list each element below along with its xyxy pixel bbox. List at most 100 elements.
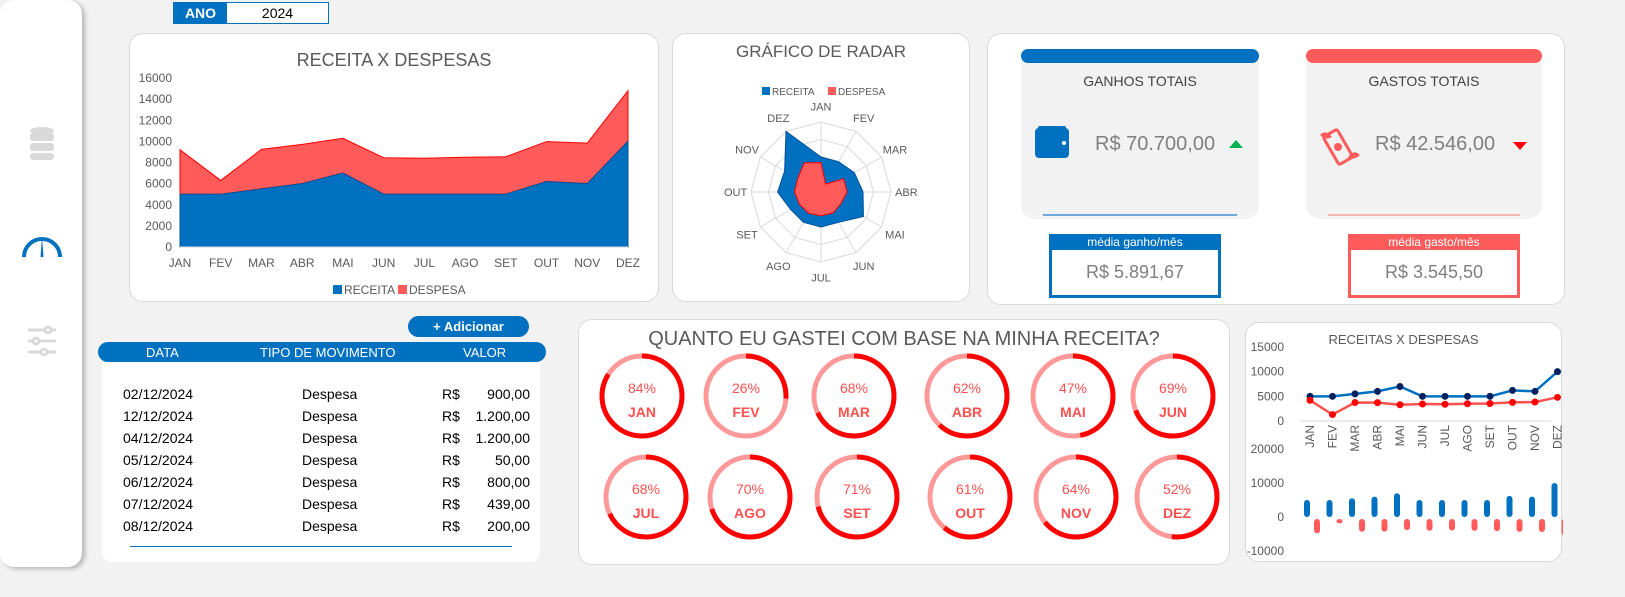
line-point	[1374, 387, 1381, 395]
table-row[interactable]: 04/12/2024 Despesa R$ 1.200,00	[102, 430, 540, 452]
radar-axis-label: MAR	[883, 144, 908, 156]
bar-despesa	[1426, 519, 1433, 531]
x-tick-label: AGO	[1461, 425, 1475, 452]
x-tick-label: NOV	[574, 256, 600, 270]
table-row[interactable]: 05/12/2024 Despesa R$ 50,00	[102, 452, 540, 474]
gauge-month: SET	[843, 505, 871, 521]
line-point	[1329, 392, 1336, 400]
bar-receita	[1304, 500, 1310, 517]
x-tick-label: MAI	[1393, 425, 1407, 446]
wallet-icon	[1035, 126, 1069, 163]
row-date: 07/12/2024	[123, 496, 194, 512]
gauge-month: AGO	[734, 505, 766, 521]
x-tick-label: ABR	[290, 256, 315, 270]
line-point	[1509, 398, 1516, 406]
gauge-progress	[927, 454, 1013, 540]
line-chart-title: RECEITAS X DESPESAS	[1328, 332, 1479, 347]
gauge-percent: 26%	[731, 380, 761, 396]
bar-receita	[1529, 496, 1535, 517]
year-label: ANO	[174, 3, 227, 23]
gauge-progress	[1130, 353, 1216, 439]
media-gasto-box: média gasto/mês R$ 3.545,50	[1348, 234, 1520, 298]
radar-axis-label: JUN	[853, 261, 874, 273]
row-type: Despesa	[302, 474, 358, 490]
legend-despesa-swatch	[828, 87, 836, 95]
header-data: DATA	[146, 345, 179, 360]
legend-despesa-label: DESPESA	[409, 283, 466, 297]
row-value: 1.200,00	[475, 408, 531, 424]
sliders-icon[interactable]	[22, 322, 62, 362]
gauges-card: QUANTO EU GASTEI COM BASE NA MINHA RECEI…	[578, 319, 1230, 565]
y-tick-label: 10000	[1251, 476, 1285, 490]
year-value[interactable]: 2024	[261, 5, 294, 21]
y-tick-label: 10000	[139, 134, 173, 148]
y-tick-label: 0	[1277, 414, 1284, 428]
bar-receita	[1506, 495, 1513, 517]
table-row[interactable]: 12/12/2024 Despesa R$ 1.200,00	[102, 408, 540, 430]
y-tick-label: 0	[165, 240, 172, 254]
header-valor: VALOR	[463, 345, 507, 360]
gauge-month: MAR	[838, 404, 870, 420]
x-tick-label: FEV	[1326, 425, 1340, 448]
line-point	[1531, 398, 1539, 406]
row-value: 439,00	[487, 496, 530, 512]
row-date: 02/12/2024	[123, 386, 194, 402]
row-value: 900,00	[487, 386, 530, 402]
x-tick-label: SET	[494, 256, 518, 270]
line-point	[1396, 382, 1404, 390]
radar-axis-label: JUL	[811, 272, 831, 284]
database-icon[interactable]	[22, 123, 62, 163]
table-row[interactable]: 07/12/2024 Despesa R$ 439,00	[102, 496, 540, 518]
gauge-abr: 62% ABR	[923, 352, 1011, 440]
up-arrow-icon	[1229, 140, 1243, 148]
y-tick-label: 6000	[145, 177, 172, 191]
gauge-progress	[924, 353, 1010, 439]
line-despesa	[1309, 396, 1558, 417]
year-selector[interactable]: ANO 2024	[173, 2, 329, 24]
ganhos-title: GANHOS TOTAIS	[1083, 73, 1197, 89]
bar-despesa	[1336, 519, 1343, 524]
gauge-month: JAN	[627, 404, 656, 420]
table-row[interactable]: 06/12/2024 Despesa R$ 800,00	[102, 474, 540, 496]
gauge-fev: 26% FEV	[702, 352, 790, 440]
gauge-progress	[814, 454, 900, 540]
row-date: 12/12/2024	[123, 408, 194, 424]
row-type: Despesa	[302, 430, 358, 446]
gauge-progress	[1033, 454, 1119, 540]
row-currency: R$	[442, 518, 460, 534]
bar-despesa	[1561, 519, 1563, 535]
line-point	[1419, 392, 1426, 400]
gastos-title: GASTOS TOTAIS	[1368, 73, 1480, 89]
header-tipo: TIPO DE MOVIMENTO	[260, 345, 396, 360]
bar-despesa	[1516, 519, 1523, 532]
table-row[interactable]: 02/12/2024 Despesa R$ 900,00	[102, 386, 540, 408]
gastos-value: R$ 42.546,00	[1375, 133, 1496, 155]
add-button[interactable]: + Adicionar	[408, 316, 529, 337]
area-chart: 0 2000 4000 6000 8000 10000 12000 14000 16000 JAN…	[139, 71, 640, 297]
radar-axis-label: JAN	[811, 102, 832, 114]
line-point	[1329, 411, 1336, 419]
speedometer-icon[interactable]	[22, 225, 62, 265]
bar-receita	[1326, 500, 1333, 517]
table-row[interactable]: 08/12/2024 Despesa R$ 200,00	[102, 518, 540, 540]
legend-receita-label: RECEITA	[344, 283, 395, 297]
x-tick-label: DEZ	[1551, 425, 1564, 449]
line-point	[1486, 399, 1494, 407]
y-tick-label: -10000	[1247, 544, 1285, 558]
line-point	[1419, 400, 1426, 408]
x-tick-label: MAI	[332, 256, 353, 270]
gauge-progress	[707, 454, 793, 540]
gauge-jun: 69% JUN	[1129, 352, 1217, 440]
gauge-progress	[703, 353, 789, 439]
y-tick-label: 10000	[1251, 365, 1285, 379]
media-gasto-label: média gasto/mês	[1351, 234, 1517, 250]
gauge-nov: 64% NOV	[1032, 453, 1120, 541]
radar-despesa	[794, 162, 848, 217]
gauge-progress	[811, 353, 897, 439]
line-bar-chart-card: RECEITAS X DESPESAS 0 5000 10000 15000 JAN FE…	[1245, 322, 1564, 562]
line-point	[1464, 392, 1471, 400]
gauge-jan: 84% JAN	[598, 352, 686, 440]
line-point	[1486, 392, 1494, 400]
legend-receita-label: RECEITA	[772, 87, 815, 98]
line-point	[1464, 400, 1471, 408]
